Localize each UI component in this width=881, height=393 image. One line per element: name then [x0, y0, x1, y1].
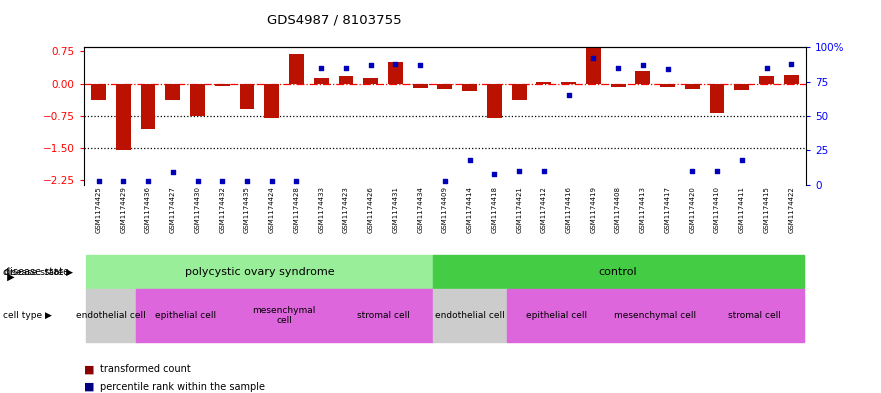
Point [339, 64, 353, 71]
Point [661, 66, 675, 72]
Bar [264, 84, 279, 118]
Text: epithelial cell: epithelial cell [154, 311, 216, 320]
Bar [611, 84, 626, 87]
Bar [512, 84, 527, 100]
Bar [438, 84, 452, 89]
Bar [487, 84, 502, 118]
Point [166, 169, 180, 175]
Text: ■: ■ [84, 364, 94, 375]
Point [116, 177, 130, 184]
Text: stromal cell: stromal cell [357, 311, 410, 320]
Bar [289, 55, 304, 84]
Bar [433, 289, 507, 342]
Point [290, 177, 304, 184]
Bar [586, 45, 601, 84]
Point [92, 177, 106, 184]
Text: ▶: ▶ [4, 272, 15, 282]
Bar [412, 84, 427, 88]
Bar [709, 84, 724, 113]
Text: GDS4987 / 8103755: GDS4987 / 8103755 [268, 14, 402, 27]
Bar [507, 289, 606, 342]
Text: disease state: disease state [4, 267, 70, 277]
Bar [215, 84, 230, 86]
Bar [141, 84, 155, 129]
Text: transformed count: transformed count [100, 364, 190, 375]
Point [215, 177, 229, 184]
Point [611, 64, 626, 71]
Bar [166, 84, 181, 100]
Text: percentile rank within the sample: percentile rank within the sample [100, 382, 264, 392]
Bar [685, 84, 700, 89]
Text: ■: ■ [84, 382, 94, 392]
Point [710, 168, 724, 174]
Point [735, 157, 749, 163]
Point [264, 177, 278, 184]
Bar [463, 84, 478, 92]
Text: mesenchymal
cell: mesenchymal cell [252, 306, 315, 325]
Point [512, 168, 526, 174]
Text: epithelial cell: epithelial cell [526, 311, 587, 320]
Point [463, 157, 477, 163]
Point [784, 61, 798, 67]
Point [190, 177, 204, 184]
Point [413, 62, 427, 68]
Bar [784, 75, 799, 84]
Bar [735, 84, 749, 90]
Point [364, 62, 378, 68]
Bar [660, 84, 675, 87]
Bar [433, 255, 803, 289]
Bar [635, 71, 650, 84]
Point [537, 168, 551, 174]
Bar [705, 289, 803, 342]
Point [438, 177, 452, 184]
Bar [314, 78, 329, 84]
Point [487, 171, 501, 177]
Bar [240, 84, 255, 110]
Bar [759, 76, 774, 84]
Point [759, 64, 774, 71]
Bar [86, 255, 433, 289]
Point [389, 61, 403, 67]
Text: cell type ▶: cell type ▶ [3, 311, 51, 320]
Bar [91, 84, 106, 100]
Point [685, 168, 700, 174]
Text: control: control [599, 267, 637, 277]
Bar [334, 289, 433, 342]
Bar [86, 289, 136, 342]
Bar [116, 84, 130, 150]
Bar [561, 81, 576, 84]
Bar [190, 84, 205, 116]
Text: endothelial cell: endothelial cell [434, 311, 505, 320]
Bar [537, 81, 552, 84]
Bar [234, 289, 334, 342]
Bar [136, 289, 234, 342]
Point [561, 92, 575, 98]
Text: mesenchymal cell: mesenchymal cell [614, 311, 696, 320]
Point [636, 62, 650, 68]
Bar [338, 76, 353, 84]
Point [240, 177, 254, 184]
Point [586, 55, 600, 61]
Point [141, 177, 155, 184]
Bar [363, 78, 378, 84]
Text: polycystic ovary syndrome: polycystic ovary syndrome [184, 267, 334, 277]
Bar [606, 289, 705, 342]
Bar [388, 62, 403, 84]
Text: disease state ▶: disease state ▶ [3, 268, 72, 277]
Text: stromal cell: stromal cell [728, 311, 781, 320]
Text: endothelial cell: endothelial cell [76, 311, 145, 320]
Point [315, 64, 329, 71]
